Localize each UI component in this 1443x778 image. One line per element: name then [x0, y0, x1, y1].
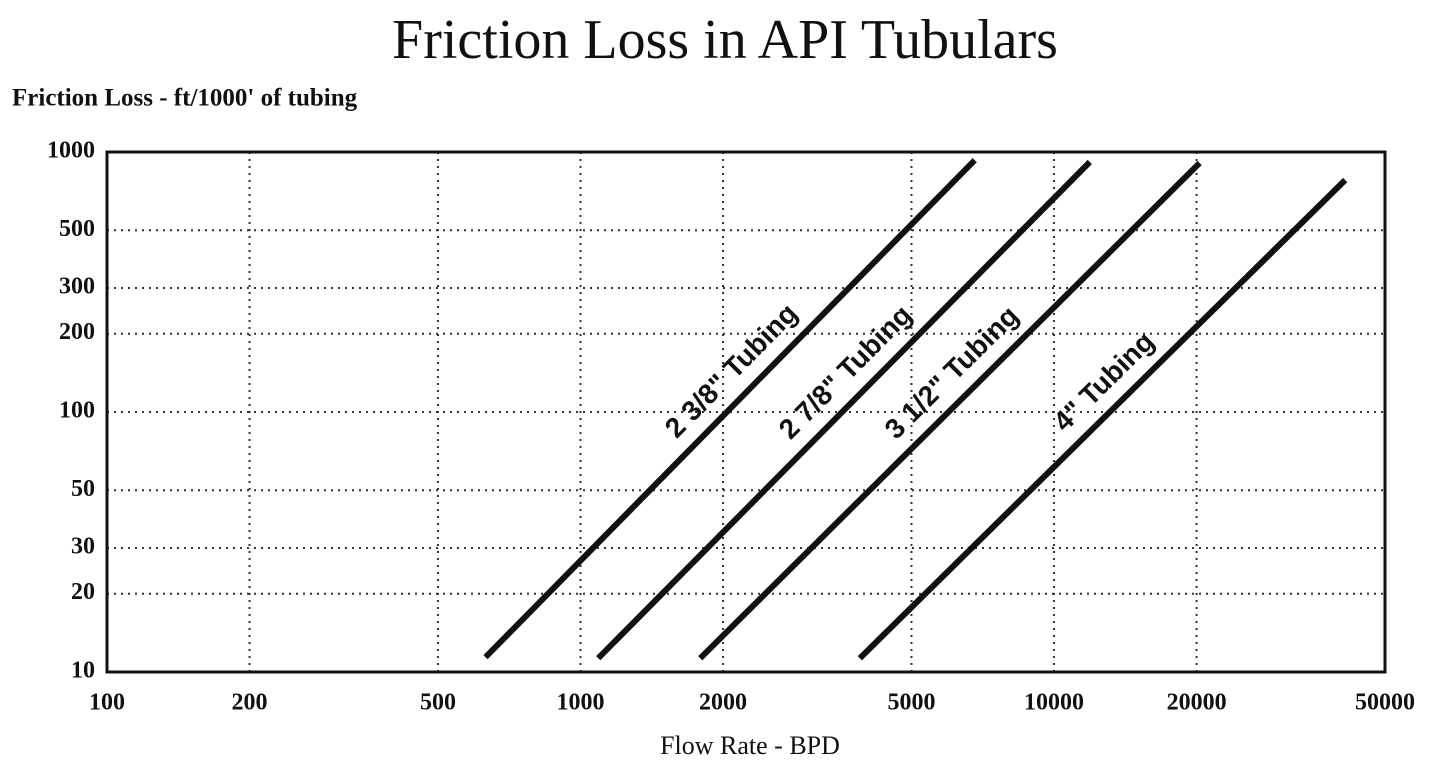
chart-title: Friction Loss in API Tubulars	[392, 9, 1058, 71]
y-tick-label: 10	[71, 658, 95, 684]
x-tick-label: 200	[232, 690, 268, 716]
y-tick-label: 30	[71, 533, 95, 559]
x-tick-label: 1000	[557, 690, 605, 716]
x-tick-label: 20000	[1167, 690, 1227, 716]
y-tick-label: 50	[71, 476, 95, 502]
line	[596, 159, 1092, 661]
line	[857, 177, 1348, 661]
line	[483, 158, 977, 660]
plot-frame	[105, 150, 1387, 674]
y-tick-label: 300	[59, 273, 95, 299]
x-tick-label: 10000	[1024, 690, 1084, 716]
x-tick-label: 50000	[1355, 690, 1415, 716]
x-tick-label: 2000	[699, 690, 747, 716]
y-tick-label: 500	[59, 216, 95, 242]
y-tick-label: 1000	[47, 138, 95, 164]
x-tick-label: 100	[89, 690, 125, 716]
y-tick-label: 20	[71, 579, 95, 605]
x-axis-label: Flow Rate - BPD	[660, 731, 840, 760]
x-tick-label: 5000	[887, 690, 935, 716]
y-axis-label: Friction Loss - ft/1000' of tubing	[12, 85, 358, 112]
y-tick-label: 100	[59, 398, 95, 424]
x-tick-label: 500	[420, 690, 456, 716]
y-tick-label: 200	[59, 319, 95, 345]
line	[698, 160, 1202, 661]
